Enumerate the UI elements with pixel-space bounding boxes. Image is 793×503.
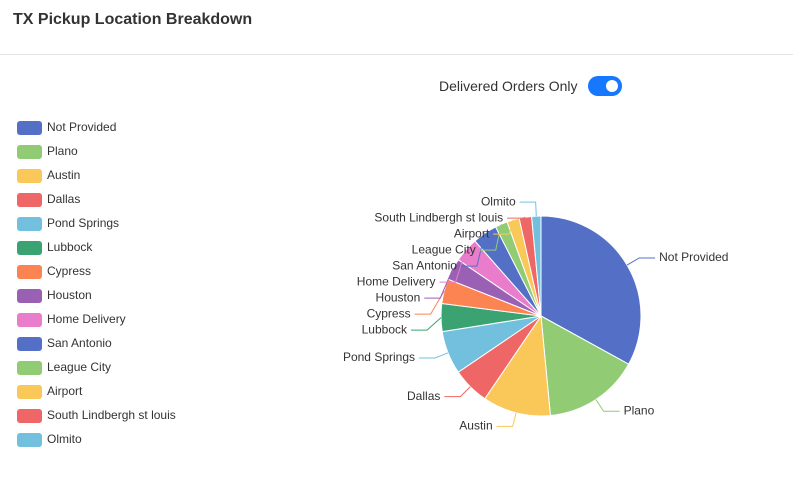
leader-line	[460, 233, 486, 267]
pie-slice[interactable]	[540, 215, 642, 365]
slice-label: Austin	[459, 419, 492, 433]
legend-swatch[interactable]	[17, 361, 42, 375]
leader-line	[444, 386, 471, 398]
leader-line	[424, 269, 454, 299]
legend-swatch[interactable]	[17, 409, 42, 423]
legend-label[interactable]: Plano	[47, 144, 78, 158]
legend-swatch[interactable]	[17, 145, 42, 159]
toggle-switch[interactable]	[587, 76, 622, 96]
legend-label[interactable]: Houston	[47, 288, 92, 302]
legend-swatch[interactable]	[17, 121, 42, 135]
legend-swatch[interactable]	[17, 193, 42, 207]
legend-swatch[interactable]	[17, 337, 42, 351]
slice-label: Pond Springs	[343, 350, 415, 364]
legend-label[interactable]: Home Delivery	[47, 312, 126, 326]
leader-line	[507, 216, 526, 219]
slice-label: Olmito	[481, 194, 516, 208]
leader-line	[493, 219, 514, 235]
slice-label: Lubbock	[362, 322, 408, 336]
toggle: Delivered Orders Only	[439, 76, 622, 96]
leader-line	[595, 399, 620, 412]
page-title: TX Pickup Location Breakdown	[13, 11, 253, 28]
legend-swatch[interactable]	[17, 289, 42, 303]
leader-line	[439, 249, 467, 283]
leader-line	[496, 412, 517, 427]
legend-swatch[interactable]	[17, 169, 42, 183]
toggle-label: Delivered Orders Only	[439, 78, 578, 94]
slice-label: Airport	[454, 226, 490, 240]
legend-label[interactable]: Not Provided	[47, 120, 116, 134]
legend-swatch[interactable]	[17, 313, 42, 327]
legend-label[interactable]: South Lindbergh st louis	[47, 408, 176, 422]
legend-swatch[interactable]	[17, 217, 42, 231]
legend-swatch[interactable]	[17, 265, 42, 279]
slice-label: Houston	[376, 290, 421, 304]
slice-label: South Lindbergh st louis	[374, 210, 503, 224]
slice-label: Plano	[624, 403, 655, 417]
legend-label[interactable]: League City	[47, 360, 111, 374]
slice-label: Dallas	[407, 389, 440, 403]
legend-label[interactable]: Pond Springs	[47, 216, 119, 230]
legend-label[interactable]: Lubbock	[47, 240, 93, 254]
legend-swatch[interactable]	[17, 385, 42, 399]
pie-slice[interactable]	[540, 315, 630, 417]
leader-line	[519, 201, 537, 217]
leader-line	[479, 224, 502, 251]
legend-label[interactable]: Airport	[47, 384, 83, 398]
legend-label[interactable]: Olmito	[47, 432, 82, 446]
legend-label[interactable]: San Antonio	[47, 336, 112, 350]
slice-label: Not Provided	[659, 250, 728, 264]
leader-line	[411, 317, 442, 331]
leader-line	[419, 352, 449, 359]
slice-label: Home Delivery	[357, 274, 436, 288]
leader-line	[414, 290, 445, 315]
legend-label[interactable]: Austin	[47, 168, 80, 182]
toggle-knob	[605, 80, 618, 92]
legend-label[interactable]: Dallas	[47, 192, 80, 206]
slice-label: League City	[412, 242, 476, 256]
pie-slice[interactable]	[531, 215, 542, 317]
legend-swatch[interactable]	[17, 433, 42, 447]
leader-line	[626, 257, 656, 266]
slice-label: Cypress	[367, 306, 411, 320]
divider	[0, 54, 793, 55]
pie-slice[interactable]	[484, 314, 551, 417]
legend-label[interactable]: Cypress	[47, 264, 91, 278]
slice-label: San Antonio	[392, 258, 457, 272]
legend-swatch[interactable]	[17, 241, 42, 255]
